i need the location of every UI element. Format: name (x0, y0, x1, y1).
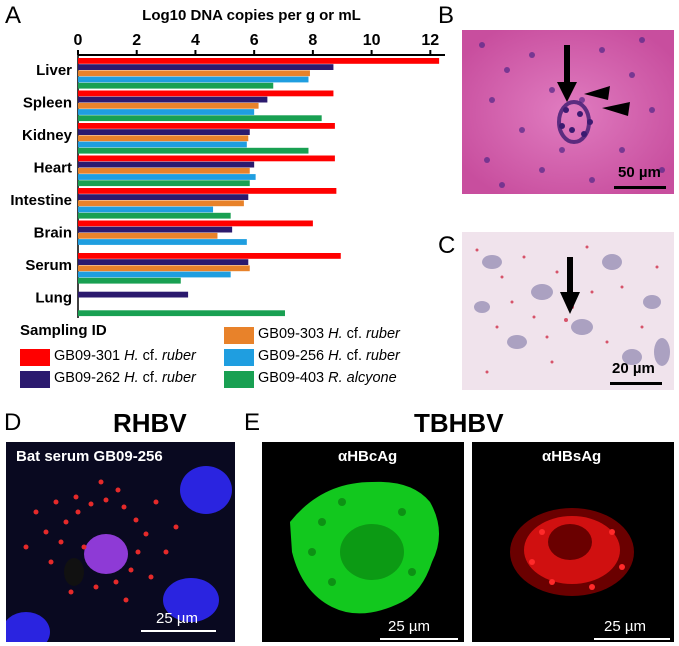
panel-letter-c: C (438, 232, 456, 259)
panel-e-right-image (472, 442, 674, 642)
legend-label: GB09-301 H. cf. ruber (54, 348, 196, 364)
category-label: Brain (34, 225, 72, 242)
bar (78, 226, 233, 233)
panel-e-left-label: αHBcAg (338, 448, 398, 465)
x-tick-label: 12 (421, 32, 439, 49)
panel-d-title: RHBV (113, 408, 187, 438)
legend-swatch (224, 349, 254, 366)
category-label: Liver (36, 62, 72, 79)
bar (78, 155, 335, 162)
bar (78, 123, 335, 129)
bar (78, 129, 250, 135)
bar (78, 194, 249, 200)
bar (78, 96, 268, 103)
bar (78, 76, 309, 83)
panel-b-image (462, 30, 674, 194)
panel-e-right-micrograph: αHBsAg 25 µm (472, 442, 674, 642)
bar (78, 277, 181, 284)
bar (78, 167, 250, 174)
panel-e-title: TBHBV (414, 408, 504, 438)
bar (78, 58, 440, 64)
bar (78, 147, 309, 154)
legend-label: GB09-303 H. cf. ruber (258, 326, 400, 342)
panel-d-micrograph: Bat serum GB09-256 25 µm (6, 442, 235, 642)
bar (78, 310, 285, 317)
bar (78, 220, 313, 227)
panel-d-image (6, 442, 235, 642)
panel-letter-d: D (4, 409, 22, 436)
bar (78, 259, 249, 265)
legend-label: GB09-256 H. cf. ruber (258, 348, 400, 364)
bar (78, 82, 274, 89)
bar (78, 253, 341, 259)
bar (78, 102, 259, 109)
bar (78, 174, 256, 180)
legend-label: GB09-262 H. cf. ruber (54, 370, 196, 386)
legend-swatch (20, 371, 50, 388)
legend-title: Sampling ID (20, 322, 107, 339)
panel-letter-e: E (244, 409, 261, 436)
bar (78, 64, 334, 70)
x-tick-label: 2 (132, 32, 141, 49)
bar (78, 141, 247, 148)
bar (78, 212, 231, 219)
bar-chart: Log10 DNA copies per g or mL 0 2 4 6 8 10 12 Liv… (10, 7, 445, 318)
panel-e-left-scale-label: 25 µm (388, 618, 430, 635)
legend-label: GB09-403 R. alcyone (258, 370, 397, 386)
bar (78, 291, 189, 298)
bar (78, 206, 214, 213)
category-label: Kidney (22, 127, 73, 144)
panel-d-inner-label: Bat serum GB09-256 (16, 448, 163, 465)
bar (78, 265, 250, 272)
chart-title: Log10 DNA copies per g or mL (142, 7, 361, 24)
bar (78, 109, 255, 115)
panel-e-left-micrograph: αHBcAg 25 µm (262, 442, 464, 642)
category-label: Lung (35, 290, 72, 307)
bar (78, 161, 255, 168)
panel-letter-a: A (5, 2, 22, 29)
legend-swatch (20, 349, 50, 366)
panel-d-scale-label: 25 µm (156, 610, 198, 627)
bar (78, 70, 310, 77)
bar (78, 180, 250, 187)
panel-c-scale-label: 20 µm (612, 360, 655, 377)
bar (78, 271, 231, 278)
panel-c-image (462, 232, 674, 390)
category-label: Intestine (10, 192, 72, 209)
panel-b-micrograph: 50 µm (462, 30, 674, 194)
legend-swatch (224, 371, 254, 388)
category-label: Spleen (23, 95, 72, 112)
bar (78, 239, 247, 245)
legend-swatch (224, 327, 254, 344)
x-tick-label: 4 (191, 32, 200, 49)
bar (78, 90, 334, 97)
panel-c-micrograph: 20 µm (462, 232, 674, 390)
category-label: Heart (34, 160, 72, 177)
bar (78, 188, 337, 194)
panel-e-right-label: αHBsAg (542, 448, 602, 465)
x-tick-label: 6 (250, 32, 259, 49)
panel-e-right-scale-label: 25 µm (604, 618, 646, 635)
category-label: Serum (25, 257, 72, 274)
panel-e-left-image (262, 442, 464, 642)
bar (78, 135, 249, 142)
panel-b-scale-label: 50 µm (618, 164, 661, 181)
bar (78, 200, 244, 207)
panel-letter-b: B (438, 2, 455, 29)
x-tick-label: 10 (363, 32, 381, 49)
bar (78, 232, 218, 239)
bar (78, 115, 322, 122)
x-tick-label: 8 (308, 32, 317, 49)
x-tick-label: 0 (74, 32, 83, 49)
